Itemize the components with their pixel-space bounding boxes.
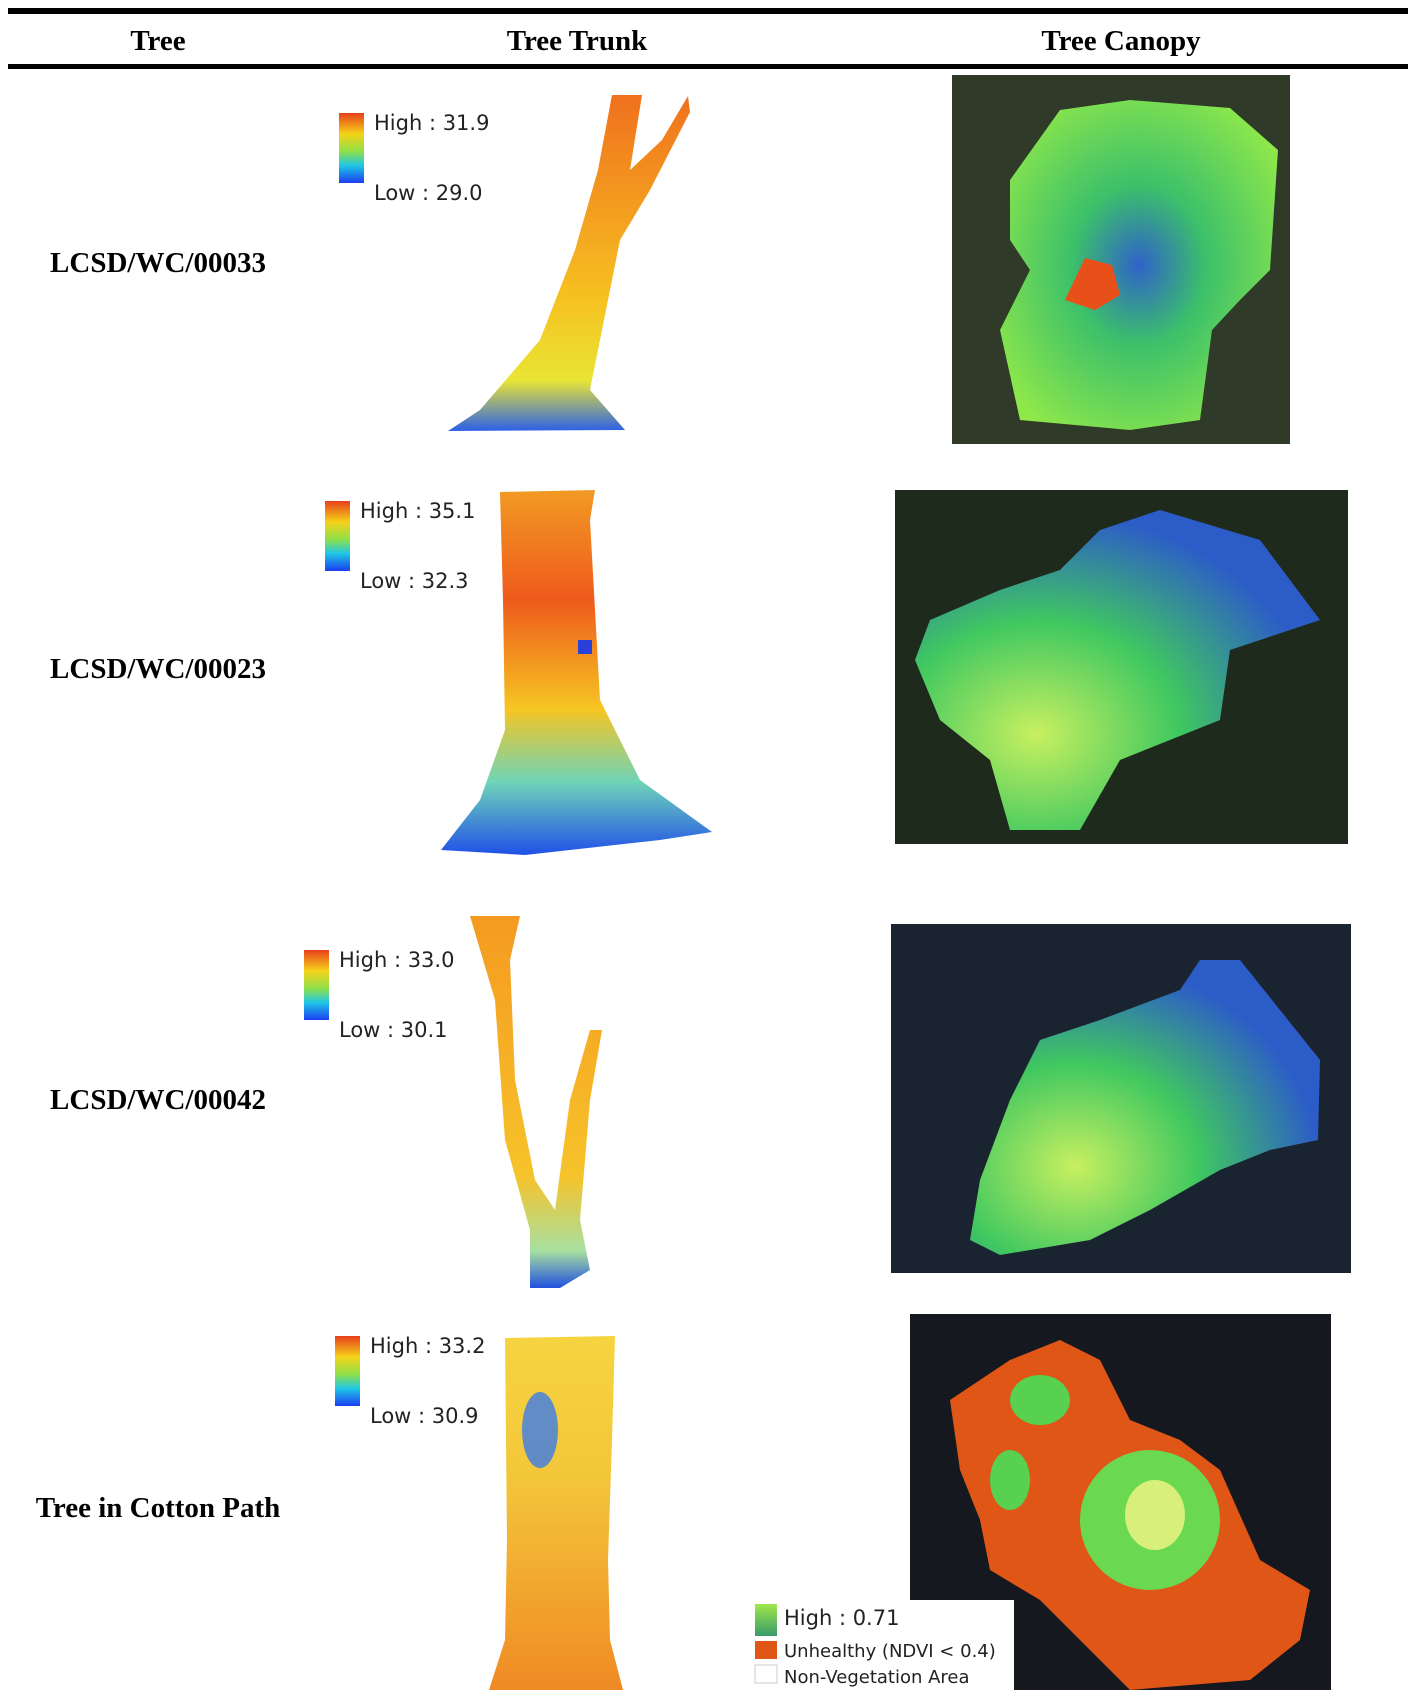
- tree-name: Tree in Cotton Path: [36, 1492, 281, 1524]
- document: Tree Tree Trunk Tree Canopy: [0, 0, 1408, 1695]
- top-rule: [8, 8, 1408, 14]
- trunk-image: [441, 490, 712, 855]
- legend-high: High : 35.1: [360, 499, 475, 523]
- legend-high: High : 31.9: [374, 111, 489, 135]
- trunk-image: [470, 916, 602, 1288]
- canopy-legend: High : 0.71 Unhealthy (NDVI < 0.4) Non-V…: [752, 1600, 1014, 1695]
- legend-low: Low : 29.0: [374, 181, 483, 205]
- header-cell: Tree Trunk: [507, 25, 648, 57]
- legend-ramp: [304, 950, 329, 1020]
- legend-unhealthy: Unhealthy (NDVI < 0.4): [784, 1641, 996, 1662]
- tree-name: LCSD/WC/00023: [50, 653, 266, 685]
- trunk-image: [489, 1336, 623, 1690]
- legend-low: Low : 30.9: [370, 1404, 479, 1428]
- page: Tree Tree Trunk Tree Canopy: [0, 0, 1408, 1695]
- canopy-image: [895, 490, 1348, 844]
- header-cell: Tree: [130, 25, 185, 57]
- legend-ramp: [335, 1336, 360, 1406]
- legend-high: High : 0.71: [784, 1606, 899, 1630]
- legend-low: Low : 32.3: [360, 569, 469, 593]
- legend-ramp: [339, 113, 364, 183]
- canopy-image: [952, 75, 1290, 444]
- legend-high: High : 33.2: [370, 1334, 485, 1358]
- header-rule: [8, 64, 1408, 69]
- canopy-image: [891, 924, 1351, 1273]
- legend-high: High : 33.0: [339, 948, 454, 972]
- tree-name: LCSD/WC/00033: [50, 247, 266, 279]
- legend-ramp: [325, 501, 350, 571]
- trunk-image: [448, 95, 690, 431]
- header-cell: Tree Canopy: [1041, 25, 1201, 57]
- tree-name: LCSD/WC/00042: [50, 1084, 266, 1116]
- legend-low: Low : 30.1: [339, 1018, 448, 1042]
- legend-non-vegetation: Non-Vegetation Area: [784, 1667, 970, 1688]
